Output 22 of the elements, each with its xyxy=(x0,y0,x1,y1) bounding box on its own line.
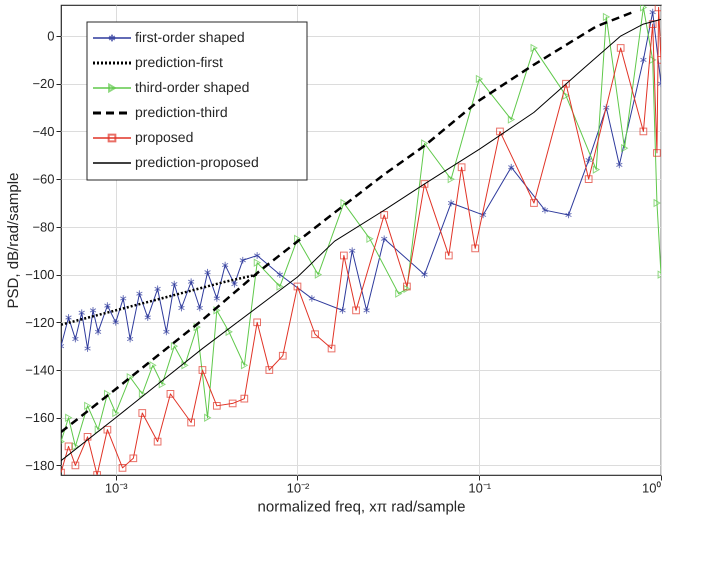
y-tick-label: 0 xyxy=(47,28,54,44)
y-axis-title: PSD, dB/rad/sample xyxy=(5,172,22,308)
x-tick-label: 10⁻¹ xyxy=(468,480,492,496)
y-tick-label: −180 xyxy=(25,458,54,473)
y-tick-label: −60 xyxy=(32,172,54,187)
legend-label: prediction-third xyxy=(135,104,228,120)
legend-label: third-order shaped xyxy=(135,79,250,95)
y-tick-label: −140 xyxy=(25,362,54,378)
x-tick-label: 10⁻³ xyxy=(104,480,128,496)
y-tick-label: −40 xyxy=(32,124,54,139)
x-tick-label: 10⁻² xyxy=(286,480,310,496)
y-tick-label: −20 xyxy=(32,76,54,92)
x-tick-label: 10⁰ xyxy=(642,480,662,496)
legend-label: prediction-proposed xyxy=(135,154,259,170)
legend-label: proposed xyxy=(135,129,194,145)
y-tick-label: −80 xyxy=(32,219,54,234)
y-tick-label: −160 xyxy=(25,410,54,426)
y-tick-label: −120 xyxy=(25,314,54,330)
legend-label: prediction-first xyxy=(135,54,224,70)
y-tick-label: −100 xyxy=(25,267,54,282)
x-axis-title: normalized freq, xπ rad/sample xyxy=(258,498,466,516)
legend-label: first-order shaped xyxy=(135,29,245,45)
